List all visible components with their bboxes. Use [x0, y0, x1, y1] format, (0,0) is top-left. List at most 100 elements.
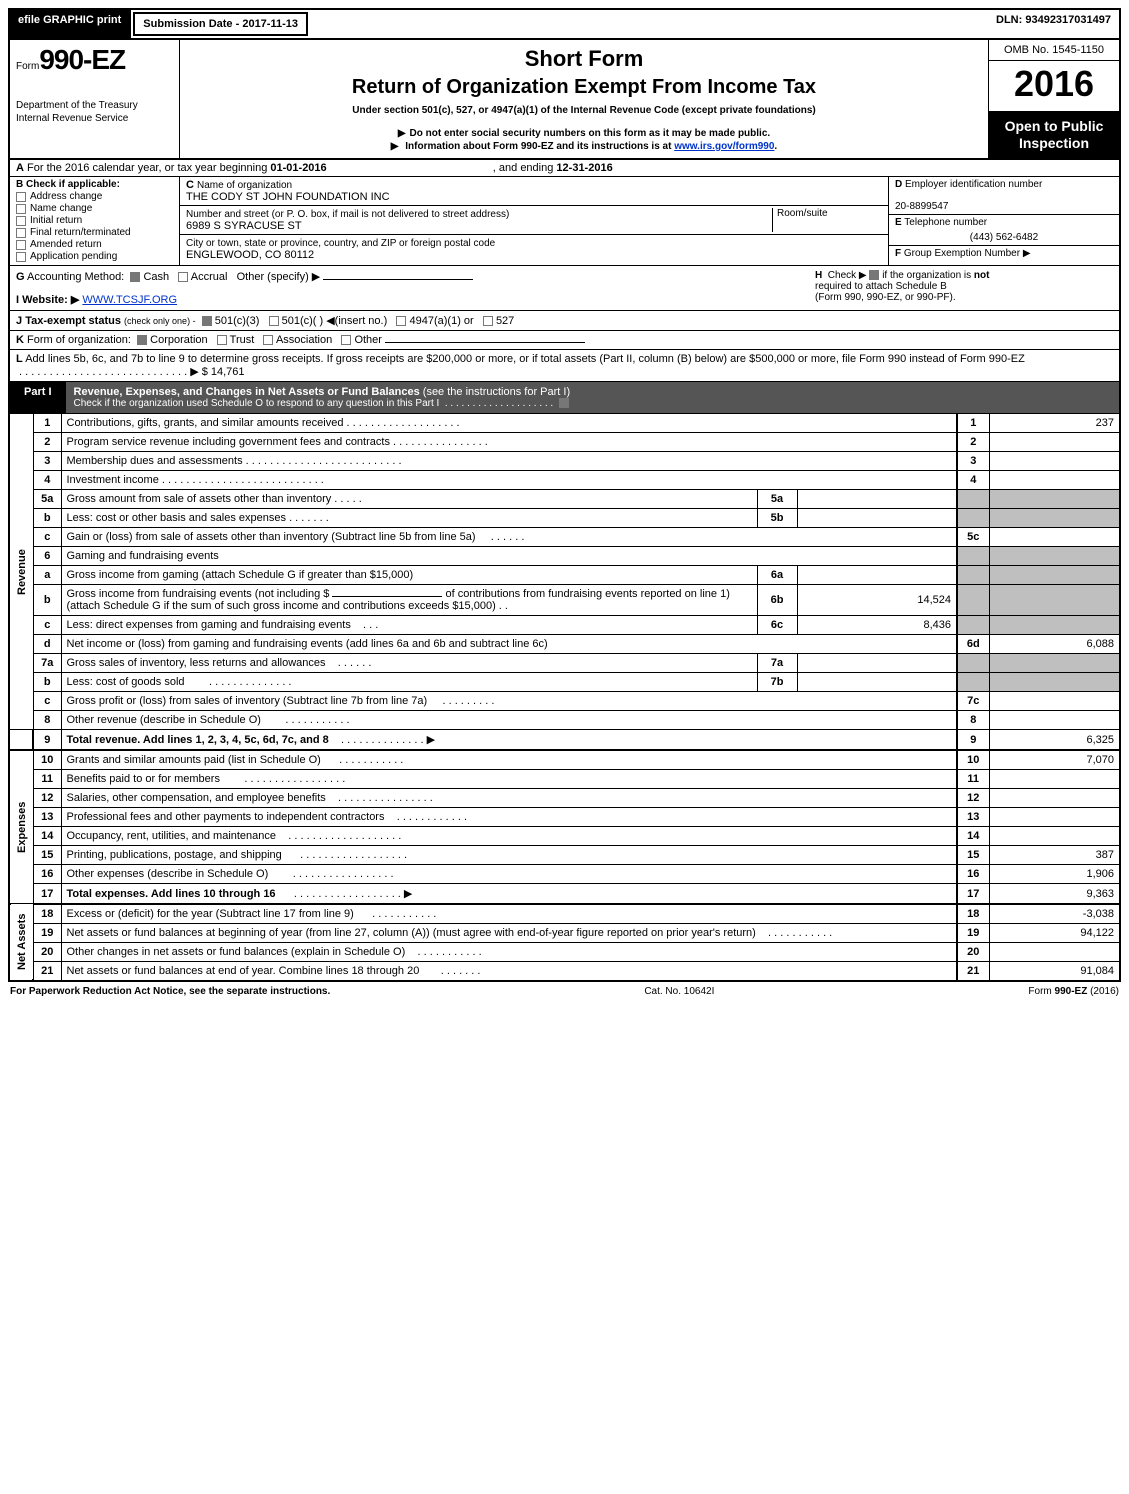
line-7a-inval — [797, 654, 957, 673]
tel-value: (443) 562-6482 — [895, 232, 1113, 243]
grey-cell — [957, 566, 989, 585]
line-7a-text: Gross sales of inventory, less returns a… — [61, 654, 757, 673]
ein-value: 20-8899547 — [895, 201, 948, 212]
letter-j: J — [16, 315, 22, 327]
line-11-text: Benefits paid to or for members . . . . … — [61, 770, 957, 789]
line-num: 14 — [33, 827, 61, 846]
dept-line1: Department of the Treasury — [16, 100, 173, 113]
org-name: THE CODY ST JOHN FOUNDATION INC — [186, 191, 390, 203]
line-8-text: Other revenue (describe in Schedule O) .… — [61, 711, 957, 730]
chk-amended-return: Amended return — [30, 239, 102, 250]
checkbox-address-change[interactable] — [16, 192, 26, 202]
grey-cell — [957, 547, 989, 566]
line-19-value: 94,122 — [989, 924, 1119, 943]
line-6b-inval: 14,524 — [797, 585, 957, 616]
line-21-rnum: 21 — [957, 962, 989, 981]
side-label-expenses: Expenses — [10, 750, 33, 904]
letter-e: E — [895, 217, 902, 228]
checkbox-initial-return[interactable] — [16, 216, 26, 226]
section-b: B Check if applicable: Address change Na… — [10, 177, 180, 265]
k-opt-0: Corporation — [150, 334, 207, 346]
line-7b-text: Less: cost of goods sold . . . . . . . .… — [61, 673, 757, 692]
checkbox-accrual[interactable] — [178, 272, 188, 282]
checkbox-corporation[interactable] — [137, 335, 147, 345]
checkbox-4947[interactable] — [396, 316, 406, 326]
tel-label: Telephone number — [904, 217, 987, 228]
tax-exempt-paren: (check only one) - — [124, 316, 196, 326]
other-org-input[interactable] — [385, 342, 585, 343]
letter-l: L — [16, 353, 23, 365]
omb-number: OMB No. 1545-1150 — [989, 40, 1119, 61]
letter-d: D — [895, 179, 902, 190]
line-num: 2 — [33, 433, 61, 452]
grey-cell — [989, 585, 1119, 616]
line-12-value — [989, 789, 1119, 808]
cal-year-end: 12-31-2016 — [556, 162, 612, 174]
j-opt-1: 501(c)( ) ◀(insert no.) — [282, 315, 388, 327]
line-6b-text: Gross income from fundraising events (no… — [61, 585, 757, 616]
line-4-value — [989, 471, 1119, 490]
checkbox-527[interactable] — [483, 316, 493, 326]
line-6a-text: Gross income from gaming (attach Schedul… — [61, 566, 757, 585]
line-1-rnum: 1 — [957, 414, 989, 433]
line-6-text: Gaming and fundraising events — [61, 547, 957, 566]
line-20-rnum: 20 — [957, 943, 989, 962]
line-1-text: Contributions, gifts, grants, and simila… — [61, 414, 957, 433]
checkbox-cash[interactable] — [130, 272, 140, 282]
line-7b-innum: 7b — [757, 673, 797, 692]
line-2-text: Program service revenue including govern… — [61, 433, 957, 452]
chk-application-pending: Application pending — [30, 251, 117, 262]
irs-form990-link[interactable]: www.irs.gov/form990 — [674, 141, 774, 152]
submission-date-box: Submission Date - 2017-11-13 — [133, 12, 308, 36]
org-name-label: Name of organization — [197, 180, 292, 191]
cal-year-pre: For the 2016 calendar year, or tax year … — [27, 162, 270, 174]
line-5a-text: Gross amount from sale of assets other t… — [61, 490, 757, 509]
line-13-value — [989, 808, 1119, 827]
submission-date-label: Submission Date - — [143, 18, 242, 30]
line-num: c — [33, 528, 61, 547]
checkbox-501c[interactable] — [269, 316, 279, 326]
line-13-rnum: 13 — [957, 808, 989, 827]
efile-print-button[interactable]: efile GRAPHIC print — [10, 10, 131, 38]
line-6b-innum: 6b — [757, 585, 797, 616]
checkbox-name-change[interactable] — [16, 204, 26, 214]
line-num: 10 — [33, 750, 61, 770]
checkbox-amended-return[interactable] — [16, 240, 26, 250]
line-num: 18 — [33, 904, 61, 924]
line-5b-innum: 5b — [757, 509, 797, 528]
checkbox-association[interactable] — [263, 335, 273, 345]
checkbox-schedule-o[interactable] — [559, 398, 569, 408]
line-11-value — [989, 770, 1119, 789]
page-footer: For Paperwork Reduction Act Notice, see … — [8, 982, 1121, 997]
checkbox-other-org[interactable] — [341, 335, 351, 345]
letter-k: K — [16, 334, 24, 346]
website-link[interactable]: WWW.TCSJF.ORG — [82, 294, 177, 306]
under-section-text: Under section 501(c), 527, or 4947(a)(1)… — [190, 105, 978, 116]
grey-cell — [957, 490, 989, 509]
line-7c-text: Gross profit or (loss) from sales of inv… — [61, 692, 957, 711]
side-label-revenue: Revenue — [10, 414, 33, 730]
line-17-text: Total expenses. Add lines 10 through 16 … — [61, 884, 957, 905]
checkbox-application-pending[interactable] — [16, 252, 26, 262]
line-13-text: Professional fees and other payments to … — [61, 808, 957, 827]
line-14-rnum: 14 — [957, 827, 989, 846]
checkbox-trust[interactable] — [217, 335, 227, 345]
line-5a-innum: 5a — [757, 490, 797, 509]
line-k: K Form of organization: Corporation Trus… — [10, 331, 1119, 350]
ein-label: Employer identification number — [905, 179, 1042, 190]
checkbox-501c3[interactable] — [202, 316, 212, 326]
letter-i: I — [16, 294, 19, 306]
line-6c-text: Less: direct expenses from gaming and fu… — [61, 616, 757, 635]
check-if-applicable-label: Check if applicable: — [26, 179, 120, 190]
grey-cell — [989, 490, 1119, 509]
checkbox-final-return[interactable] — [16, 228, 26, 238]
part-i-header: Part I Revenue, Expenses, and Changes in… — [10, 382, 1119, 413]
line-8-value — [989, 711, 1119, 730]
room-suite: Room/suite — [772, 208, 882, 232]
checkbox-h[interactable] — [869, 270, 879, 280]
line-1-value: 237 — [989, 414, 1119, 433]
dln-label: DLN: — [996, 14, 1025, 26]
line-4-text: Investment income . . . . . . . . . . . … — [61, 471, 957, 490]
acc-other-input[interactable] — [323, 279, 473, 280]
fundraising-contrib-input[interactable] — [332, 596, 442, 597]
